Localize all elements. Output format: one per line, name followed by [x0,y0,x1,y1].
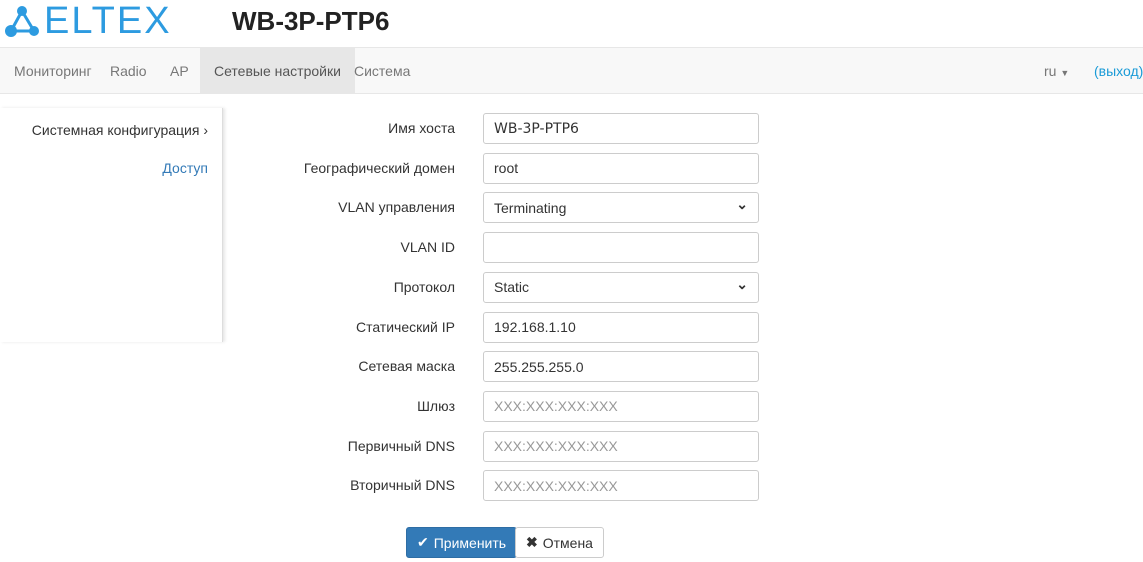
field-label: Вторичный DNS [350,477,455,494]
field-input[interactable]: root [483,152,759,184]
nav-monitoring[interactable]: Мониторинг [14,63,92,79]
navbar: Мониторинг Radio AP Сетевые настройки Си… [0,47,1143,94]
nav-radio[interactable]: Radio [110,63,147,79]
logo-icon [5,6,39,37]
field-input[interactable] [483,232,759,264]
nav-system[interactable]: Система [354,63,411,79]
field-value: XXX:XXX:XXX:XXX [494,438,618,455]
field-value: 255.255.255.0 [494,358,584,375]
language-dropdown[interactable]: ru ▼ [1030,48,1083,94]
field-label: Сетевая маска [358,358,455,375]
field-input[interactable]: XXX:XXX:XXX:XXX [483,390,759,422]
field-input[interactable]: WB-3P-PTP6 [483,113,759,144]
header: ELTEX WB-3P-PTP6 [0,0,1143,47]
logo-text: ELTEX [44,0,172,42]
sidebar-item-label: Системная конфигурация [31,122,200,138]
field-value: Static [494,279,530,296]
field-value: XXX:XXX:XXX:XXX [494,398,618,415]
field-input[interactable]: XXX:XXX:XXX:XXX [483,470,759,502]
chevron-down-icon: ⌄ [736,275,748,292]
chevron-right-icon: › [203,122,208,138]
field-label: Имя хоста [388,120,455,136]
field-select[interactable]: Terminating ⌄ [483,192,759,224]
field-value: root [494,160,519,177]
field-label: Географический домен [303,159,455,176]
apply-label: Применить [433,534,507,551]
field-value: WB-3P-PTP6 [494,120,579,137]
field-select[interactable]: Static ⌄ [483,271,759,303]
page-title: WB-3P-PTP6 [232,6,390,36]
field-input[interactable]: XXX:XXX:XXX:XXX [483,430,759,462]
language-label: ru [1044,63,1057,79]
sidebar-item-system-config[interactable]: Системная конфигурация › [32,122,208,138]
field-label: Первичный DNS [347,437,455,454]
close-icon: ✖ [526,534,538,550]
sidebar: Системная конфигурация › Доступ [0,108,223,342]
sidebar-item-access[interactable]: Доступ [162,160,208,176]
field-value: Terminating [494,199,567,216]
cancel-label: Отмена [542,534,593,551]
nav-network-settings[interactable]: Сетевые настройки [200,48,355,94]
field-input[interactable]: 255.255.255.0 [483,351,759,383]
field-label: VLAN управления [338,199,455,216]
logout-link[interactable]: (выход) [1094,63,1143,79]
field-label: Протокол [393,278,455,295]
field-label: Статический IP [355,318,455,335]
eltex-logo[interactable]: ELTEX [4,0,172,42]
field-label: Шлюз [417,397,455,414]
field-value: 192.168.1.10 [494,319,576,335]
chevron-down-icon: ⌄ [736,196,748,213]
nav-ap[interactable]: AP [170,63,189,79]
caret-down-icon: ▼ [1060,68,1070,78]
apply-button[interactable]: ✔ Применить [406,527,518,558]
cancel-button[interactable]: ✖ Отмена [515,527,604,558]
field-input[interactable]: 192.168.1.10 [483,311,759,343]
field-value: XXX:XXX:XXX:XXX [494,477,618,494]
field-label: VLAN ID [400,239,455,256]
check-icon: ✔ [417,534,429,550]
